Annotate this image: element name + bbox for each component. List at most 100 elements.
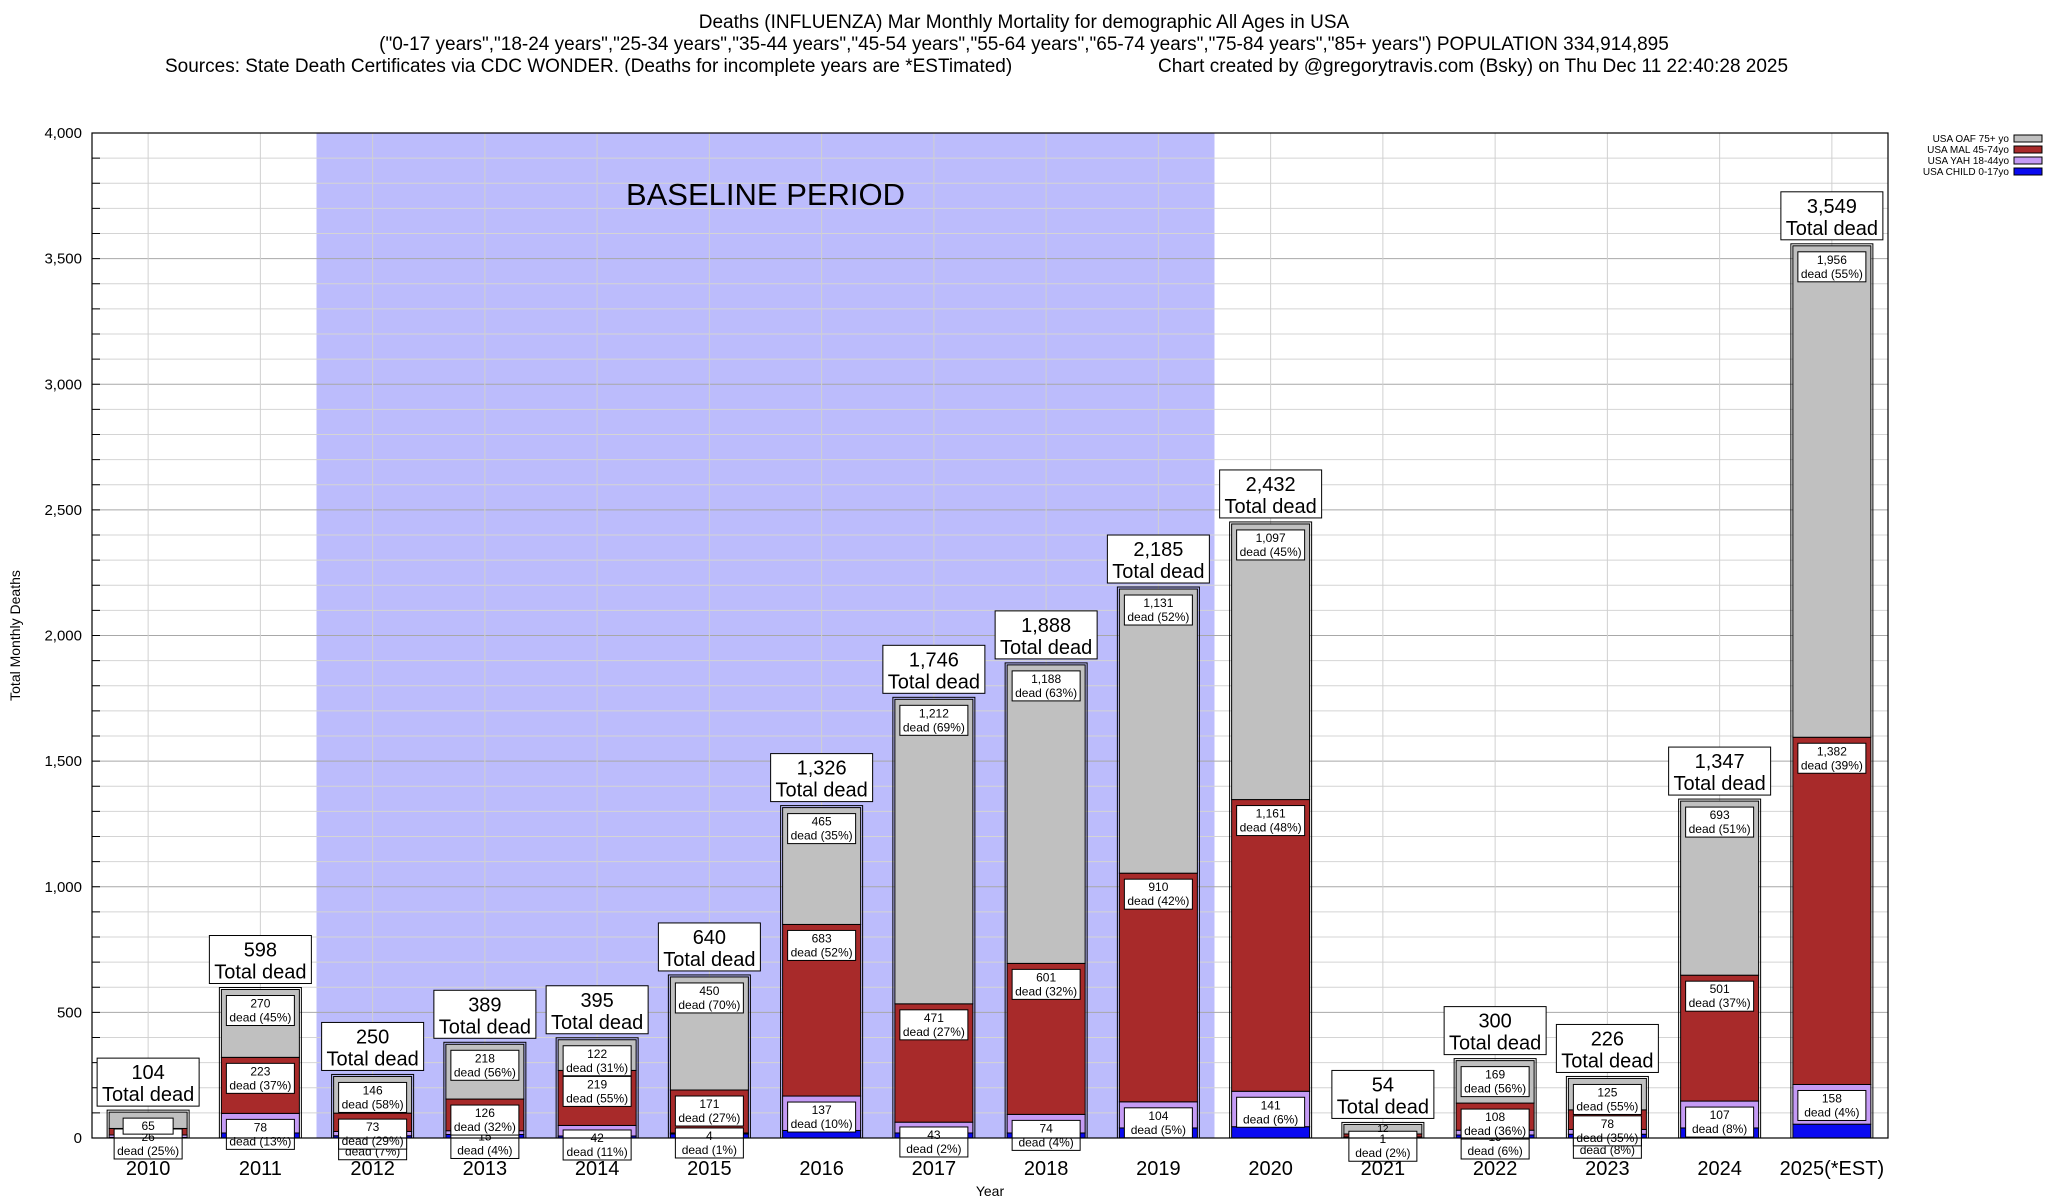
segment-label-pct: dead (55%)	[1576, 1099, 1638, 1113]
segment-label-box	[1685, 980, 1755, 1012]
segment-label-box	[225, 995, 295, 1027]
segment-label-pct: dead (13%)	[229, 1134, 291, 1148]
segment-label-value: 126	[475, 1106, 495, 1120]
segment-label-value: 1,956	[1817, 253, 1847, 267]
total-label-text: Total dead	[1224, 496, 1316, 518]
segment-label-box	[1236, 805, 1306, 837]
total-label-box	[321, 1021, 425, 1071]
segment-label-value: 125	[1597, 1085, 1617, 1099]
segment-label-pct: dead (69%)	[903, 720, 965, 734]
segment-label-pct: dead (10%)	[791, 1117, 853, 1131]
total-label-value: 598	[244, 940, 277, 962]
total-label-box	[657, 922, 761, 972]
segment-label-pct: dead (52%)	[1127, 610, 1189, 624]
total-label-box	[1780, 191, 1884, 241]
segment-label-pct: dead (63%)	[1015, 686, 1077, 700]
segment-label-box	[450, 1049, 520, 1081]
segment-label-box	[899, 1009, 969, 1041]
segment-label-value: 146	[363, 1083, 383, 1097]
segment-label-box	[1011, 670, 1081, 702]
segment-label-value: 219	[587, 1077, 607, 1091]
segment-label-box	[225, 1062, 295, 1094]
segment-label-pct: dead (6%)	[1467, 1144, 1522, 1158]
y-tick-label: 0	[74, 1130, 82, 1147]
total-label-value: 1,326	[797, 758, 847, 780]
x-axis-title: Year	[976, 1183, 1005, 1199]
total-label-value: 640	[693, 927, 726, 949]
segment-label-pct: dead (58%)	[342, 1097, 404, 1111]
total-label-box	[96, 1057, 200, 1107]
segment-label-box	[1236, 529, 1306, 561]
segment-label-value: 78	[1601, 1117, 1615, 1131]
segment-label-box	[562, 1129, 632, 1161]
total-label-box	[433, 989, 537, 1039]
total-label-box	[1219, 469, 1323, 519]
bar-segment-child	[1792, 1123, 1872, 1139]
segment-label-value: 465	[812, 815, 832, 829]
segment-label-pct: dead (37%)	[1689, 996, 1751, 1010]
total-label-value: 1,746	[909, 649, 959, 671]
segment-label-box	[1123, 1107, 1193, 1139]
segment-label-value: 1,097	[1256, 531, 1286, 545]
segment-label-pct: dead (8%)	[1580, 1143, 1635, 1157]
total-label-value: 1,888	[1021, 615, 1071, 637]
total-label-value: 1,347	[1695, 751, 1745, 773]
segment-label-value: 223	[250, 1064, 270, 1078]
legend-swatch	[2013, 145, 2043, 154]
segment-label-box	[1797, 742, 1867, 774]
segment-label-box	[1797, 251, 1867, 283]
segment-label-box	[1348, 1130, 1418, 1162]
segment-label-box	[1460, 1108, 1530, 1140]
total-label-text: Total dead	[1786, 218, 1878, 240]
segment-label-box	[338, 1118, 408, 1150]
segment-label-value: 1,188	[1031, 672, 1061, 686]
chart-title: Deaths (INFLUENZA) Mar Monthly Mortality…	[698, 12, 1350, 33]
x-tick-label: 2025(*EST)	[1780, 1158, 1885, 1180]
y-tick-label: 1,500	[44, 753, 82, 770]
total-label-text: Total dead	[1673, 773, 1765, 795]
y-tick-label: 1,000	[44, 879, 82, 896]
segment-label-pct: dead (70%)	[678, 998, 740, 1012]
x-tick-label: 2014	[575, 1158, 620, 1180]
segment-label-value: 1,212	[919, 706, 949, 720]
x-tick-label: 2021	[1361, 1158, 1406, 1180]
legend-swatch	[2013, 167, 2043, 176]
y-tick-label: 3,500	[44, 251, 82, 268]
legend-label: USA MAL 45-74yo	[1927, 145, 2009, 156]
segment-label-box	[787, 929, 857, 961]
segment-label-pct: dead (45%)	[1240, 545, 1302, 559]
total-label-value: 54	[1372, 1074, 1394, 1096]
segment-label-pct: dead (39%)	[1801, 758, 1863, 772]
segment-label-pct: dead (48%)	[1240, 821, 1302, 835]
segment-label-value: 158	[1822, 1091, 1842, 1105]
total-label-text: Total dead	[102, 1084, 194, 1106]
x-tick-label: 2017	[912, 1158, 957, 1180]
segment-label-pct: dead (27%)	[678, 1111, 740, 1125]
segment-label-box	[787, 1101, 857, 1133]
segment-label-value: 1	[1380, 1132, 1387, 1146]
segment-label-pct: dead (32%)	[1015, 984, 1077, 998]
x-tick-label: 2012	[350, 1158, 395, 1180]
segment-label-box	[562, 1045, 632, 1077]
segment-label-box	[562, 1075, 632, 1107]
segment-label-pct: dead (51%)	[1689, 822, 1751, 836]
total-label-box	[1555, 1023, 1659, 1073]
segment-label-box	[899, 1126, 969, 1158]
legend-label: USA YAH 18-44yo	[1928, 156, 2010, 167]
total-label-value: 300	[1478, 1011, 1511, 1033]
x-tick-label: 2018	[1024, 1158, 1069, 1180]
segment-label-pct: dead (2%)	[906, 1142, 961, 1156]
segment-label-value: 43	[927, 1128, 941, 1142]
segment-label-pct: dead (55%)	[566, 1091, 628, 1105]
total-label-box	[545, 985, 649, 1035]
total-label-text: Total dead	[1449, 1033, 1541, 1055]
segment-label-value: 471	[924, 1011, 944, 1025]
segment-label-box	[674, 1127, 744, 1159]
segment-label-value: 108	[1485, 1110, 1505, 1124]
bar-segment-oaf	[1231, 523, 1311, 801]
total-label-text: Total dead	[326, 1048, 418, 1070]
segment-label-pct: dead (1%)	[682, 1143, 737, 1157]
segment-label-value: 218	[475, 1051, 495, 1065]
x-tick-label: 2010	[126, 1158, 171, 1180]
total-label-value: 2,185	[1133, 539, 1183, 561]
